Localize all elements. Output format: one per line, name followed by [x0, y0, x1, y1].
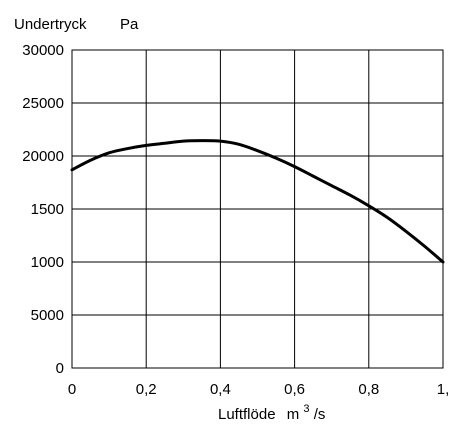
grid [71, 49, 444, 369]
x-axis-title: Luftflöde m 3 /s [218, 399, 325, 423]
x-tick-label: 0,4 [210, 381, 231, 398]
y-tick-label: 1500 [31, 201, 64, 218]
y-tick-label: 0 [56, 360, 64, 377]
x-tick-label: 1, [437, 381, 449, 398]
plot-frame [71, 49, 444, 369]
y-tick-labels: 0 5000 1000 1500 20000 25000 30000 [22, 42, 64, 377]
x-tick-label: 0,2 [136, 381, 157, 398]
y-tick-label: 30000 [22, 42, 64, 59]
x-axis-unit-tail: /s [314, 406, 326, 423]
y-axis-unit: Pa [120, 16, 139, 33]
x-tick-labels: 0 0,2 0,4 0,6 0,8 1, [68, 381, 449, 398]
y-tick-label: 25000 [22, 95, 64, 112]
y-tick-label: 20000 [22, 148, 64, 165]
x-axis-unit-base: m [287, 406, 300, 423]
y-tick-label: 1000 [31, 254, 64, 271]
x-tick-label: 0,8 [358, 381, 379, 398]
x-axis-unit-sup: 3 [303, 403, 309, 415]
x-axis-title-main: Luftflöde [218, 406, 276, 423]
y-axis-title: Undertryck [14, 16, 87, 33]
x-tick-label: 0,6 [284, 381, 305, 398]
x-tick-label: 0 [68, 381, 76, 398]
y-tick-label: 5000 [31, 307, 64, 324]
series-line [70, 139, 445, 264]
